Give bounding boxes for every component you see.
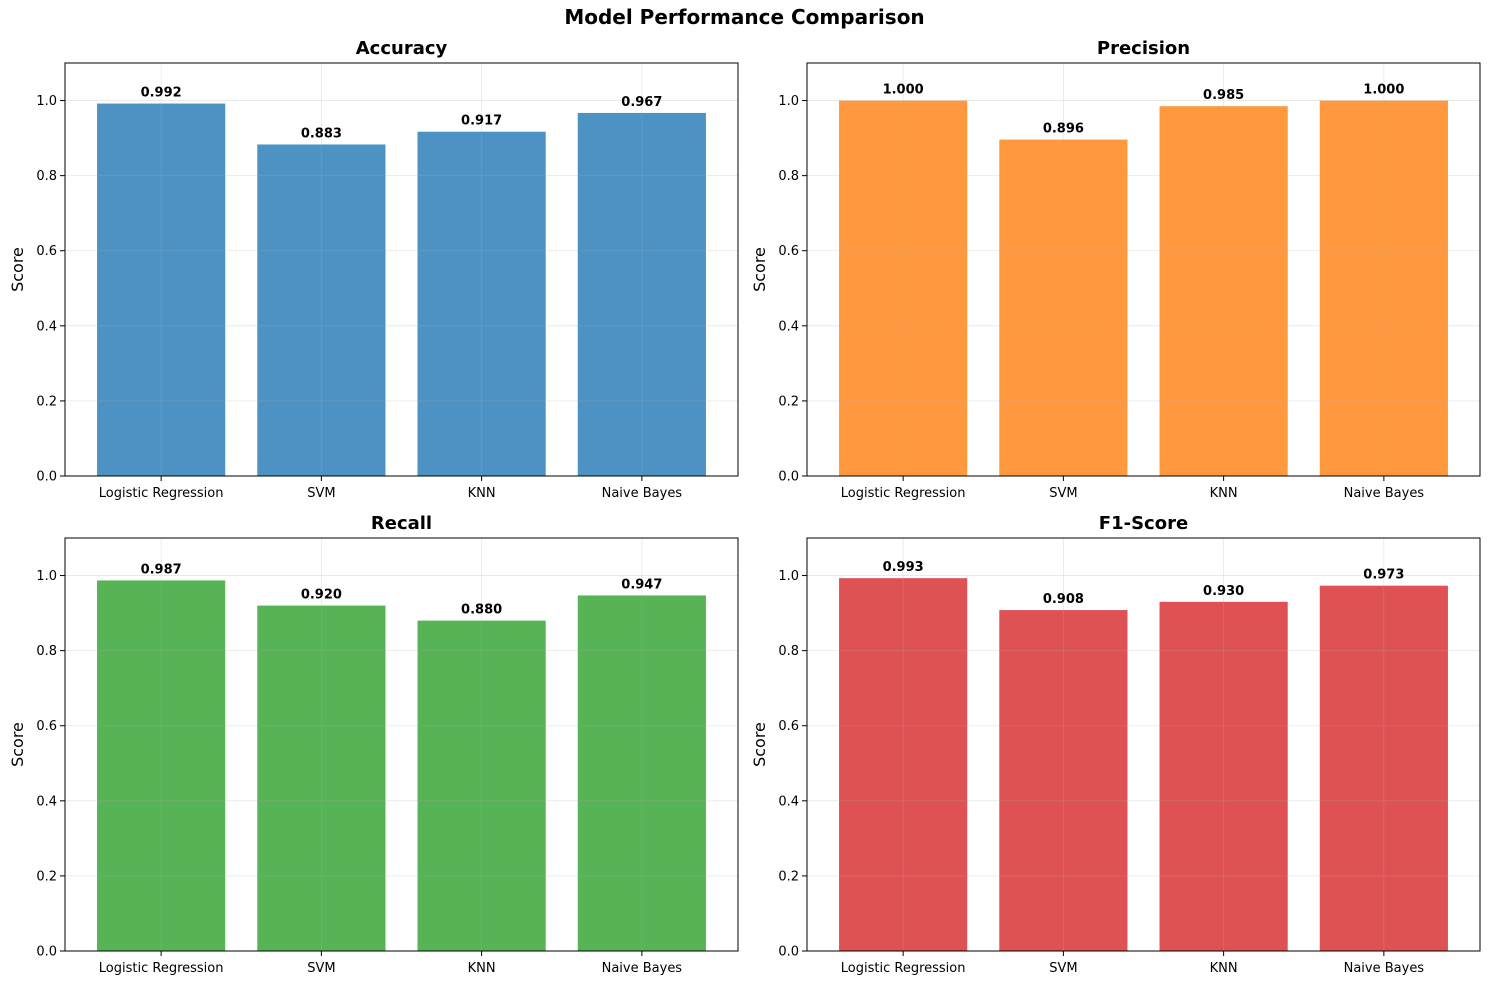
x-tick-label: Logistic Regression <box>99 961 224 976</box>
x-tick-label: KNN <box>468 961 496 976</box>
data-label: 0.987 <box>141 562 182 577</box>
bar <box>1319 100 1448 476</box>
x-tick-label: Naive Bayes <box>602 961 683 976</box>
y-tick-label: 1.0 <box>778 94 799 109</box>
x-tick-label: KNN <box>1210 961 1238 976</box>
x-tick-label: KNN <box>1210 486 1238 501</box>
y-tick-label: 1.0 <box>778 569 799 584</box>
bar <box>97 103 226 477</box>
y-tick-label: 0.0 <box>36 945 57 960</box>
axes-frame <box>806 62 1481 477</box>
subplot-title: Accuracy <box>356 38 448 59</box>
subplot-2: 0.0 0.2 0.4 0.6 0.8 1.0 Logistic Regression SVM… <box>750 38 1481 501</box>
y-tick-label: 1.0 <box>36 94 57 109</box>
bar <box>577 112 706 476</box>
y-tick-label: 0.8 <box>778 169 799 184</box>
bar <box>999 139 1128 477</box>
y-tick-label: 0.6 <box>778 244 799 259</box>
x-tick-label: Logistic Regression <box>841 961 966 976</box>
bar <box>839 578 968 951</box>
subplot-title: Precision <box>1097 38 1190 59</box>
axes-frame <box>64 62 739 477</box>
y-tick-label: 0.0 <box>778 470 799 485</box>
y-tick-label: 0.6 <box>36 719 57 734</box>
y-tick-label: 0.2 <box>778 394 799 409</box>
y-tick-label: 0.8 <box>778 644 799 659</box>
data-label: 0.930 <box>1203 584 1244 599</box>
bar <box>577 595 706 951</box>
x-tick-label: KNN <box>468 486 496 501</box>
y-tick-label: 0.8 <box>36 644 57 659</box>
y-tick-label: 0.6 <box>778 719 799 734</box>
data-label: 0.985 <box>1203 88 1244 103</box>
y-tick-label: 0.0 <box>36 470 57 485</box>
y-axis-label: Score <box>750 247 769 292</box>
subplot-title: F1-Score <box>1099 513 1188 534</box>
y-tick-label: 0.0 <box>778 945 799 960</box>
y-tick-label: 0.4 <box>778 319 799 334</box>
x-tick-label: SVM <box>1049 486 1077 501</box>
data-label: 1.000 <box>1363 83 1404 98</box>
x-tick-label: Logistic Regression <box>841 486 966 501</box>
bar <box>97 580 226 951</box>
data-label: 0.947 <box>621 577 662 592</box>
y-tick-label: 0.4 <box>778 794 799 809</box>
subplot-title: Recall <box>371 513 432 534</box>
bar <box>257 144 386 476</box>
data-label: 0.993 <box>883 560 924 575</box>
x-tick-label: Naive Bayes <box>602 486 683 501</box>
data-label: 0.908 <box>1043 592 1084 607</box>
y-tick-label: 0.4 <box>36 319 57 334</box>
x-tick-label: Naive Bayes <box>1344 486 1425 501</box>
data-label: 0.896 <box>1043 122 1084 137</box>
x-tick-label: SVM <box>1049 961 1077 976</box>
bar <box>1159 601 1288 951</box>
y-tick-label: 0.2 <box>36 869 57 884</box>
y-tick-label: 1.0 <box>36 569 57 584</box>
axes-frame <box>806 537 1481 952</box>
data-label: 0.973 <box>1363 568 1404 583</box>
y-tick-label: 0.8 <box>36 169 57 184</box>
bar <box>417 131 546 476</box>
bar <box>1319 585 1448 951</box>
bar <box>1159 106 1288 476</box>
data-label: 0.880 <box>461 603 502 618</box>
x-tick-label: SVM <box>307 961 335 976</box>
x-tick-label: SVM <box>307 486 335 501</box>
figure-title: Model Performance Comparison <box>564 5 925 29</box>
y-tick-label: 0.2 <box>36 394 57 409</box>
axes-frame <box>64 537 739 952</box>
x-tick-label: Logistic Regression <box>99 486 224 501</box>
data-label: 0.992 <box>141 86 182 101</box>
subplot-1: 0.0 0.2 0.4 0.6 0.8 1.0 Logistic Regression SVM… <box>8 38 739 501</box>
y-tick-label: 0.2 <box>778 869 799 884</box>
data-label: 0.917 <box>461 114 502 129</box>
bar <box>839 100 968 476</box>
y-tick-label: 0.6 <box>36 244 57 259</box>
bar <box>417 620 546 951</box>
data-label: 0.967 <box>621 95 662 110</box>
y-axis-label: Score <box>8 247 27 292</box>
y-axis-label: Score <box>750 722 769 767</box>
x-tick-label: Naive Bayes <box>1344 961 1425 976</box>
y-tick-label: 0.4 <box>36 794 57 809</box>
y-axis-label: Score <box>8 722 27 767</box>
bar <box>257 605 386 951</box>
data-label: 1.000 <box>883 83 924 98</box>
bar <box>999 610 1128 951</box>
subplot-4: 0.0 0.2 0.4 0.6 0.8 1.0 Logistic Regression SVM… <box>750 513 1481 976</box>
data-label: 0.920 <box>301 588 342 603</box>
data-label: 0.883 <box>301 126 342 141</box>
subplot-3: 0.0 0.2 0.4 0.6 0.8 1.0 Logistic Regression SVM… <box>8 513 739 976</box>
